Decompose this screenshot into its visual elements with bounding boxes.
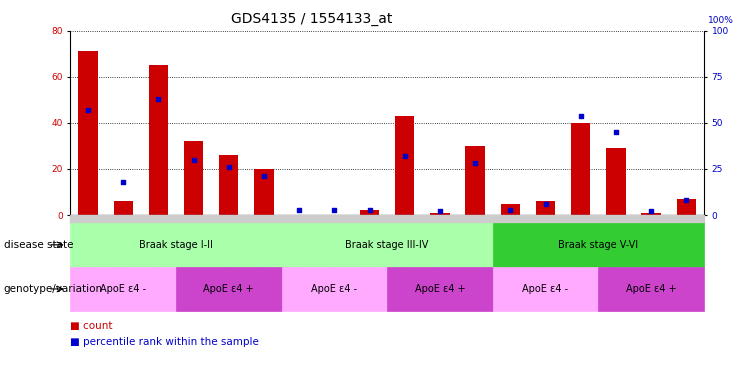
Text: disease state: disease state (4, 240, 73, 250)
Bar (501, 204, 520, 215)
Text: ■ count: ■ count (70, 321, 113, 331)
Bar (360, 210, 379, 215)
Point (187, 157, 199, 163)
Point (223, 164, 235, 170)
Bar (395, 116, 414, 215)
Text: ApoE ε4 -: ApoE ε4 - (311, 284, 357, 294)
Text: Braak stage III-IV: Braak stage III-IV (345, 240, 429, 250)
Point (680, 197, 692, 204)
Text: Braak stage I-II: Braak stage I-II (139, 240, 213, 250)
Point (645, 208, 657, 214)
Bar (536, 201, 555, 215)
Point (539, 201, 551, 207)
Bar (606, 148, 625, 215)
Bar (113, 201, 133, 215)
Bar (184, 141, 203, 215)
Text: Braak stage V-VI: Braak stage V-VI (558, 240, 639, 250)
Text: genotype/variation: genotype/variation (4, 284, 103, 294)
Point (469, 161, 481, 167)
Point (82, 107, 94, 113)
Point (434, 208, 446, 214)
Point (153, 96, 165, 102)
Text: ApoE ε4 -: ApoE ε4 - (100, 284, 146, 294)
Point (328, 207, 340, 213)
Point (399, 153, 411, 159)
Point (575, 113, 587, 119)
Text: ApoE ε4 +: ApoE ε4 + (415, 284, 465, 294)
Point (293, 207, 305, 213)
Text: 100%: 100% (708, 16, 734, 25)
Text: ■ percentile rank within the sample: ■ percentile rank within the sample (70, 337, 259, 347)
Text: ApoE ε4 +: ApoE ε4 + (204, 284, 254, 294)
Bar (431, 213, 450, 215)
Text: ApoE ε4 -: ApoE ε4 - (522, 284, 568, 294)
Bar (149, 65, 168, 215)
Bar (642, 213, 661, 215)
Point (258, 173, 270, 179)
Text: ApoE ε4 +: ApoE ε4 + (626, 284, 677, 294)
Bar (465, 146, 485, 215)
Point (505, 207, 516, 213)
Bar (254, 169, 273, 215)
Point (364, 207, 376, 213)
Point (610, 129, 622, 135)
Bar (677, 199, 696, 215)
Bar (219, 155, 239, 215)
Bar (571, 123, 591, 215)
Point (117, 179, 129, 185)
Bar (79, 51, 98, 215)
Text: GDS4135 / 1554133_at: GDS4135 / 1554133_at (230, 12, 392, 25)
